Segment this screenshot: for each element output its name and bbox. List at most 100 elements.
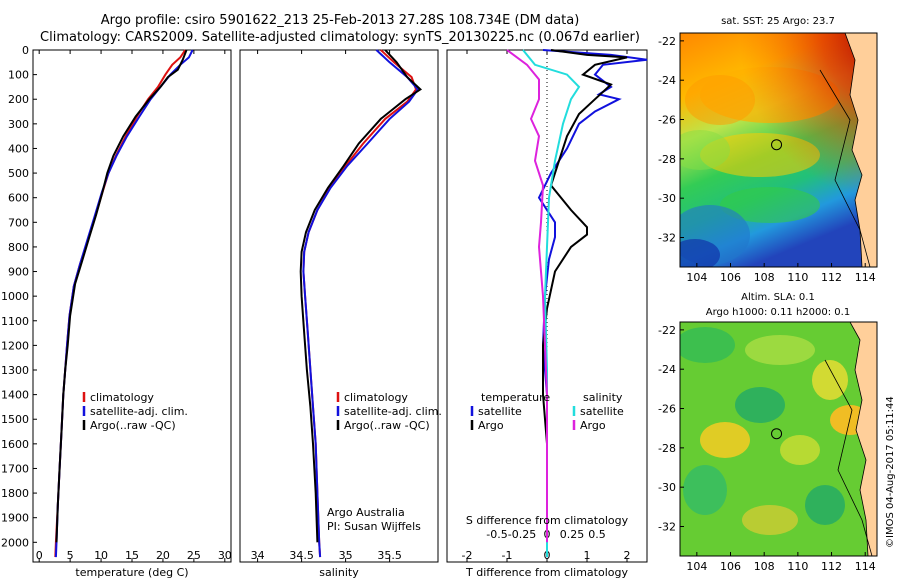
longitude-label: 104 [686, 560, 707, 573]
depth-tick-label: 1200 [1, 339, 29, 352]
depth-axis: 0 100 200 300 400 500 600 700 800 900 1000 1100 1200… [1, 44, 451, 549]
temperature-plot-frame [32, 49, 232, 563]
s-difference-tick-label: -0.25 [508, 528, 536, 541]
sst-map-title: sat. SST: 25 Argo: 23.7 [721, 16, 835, 27]
t-difference-tick-label: 1 [584, 549, 591, 562]
sla-map-axes: 104 106 108 110 112 114 -22 -24 -26 -28 -30 -32 [658, 324, 876, 573]
latitude-label: -24 [658, 74, 676, 87]
depth-tick-label: 400 [8, 142, 29, 155]
depth-tick-label: 1500 [1, 413, 29, 426]
latitude-label: -22 [658, 324, 676, 337]
sst-map-frame [679, 32, 878, 268]
legend-label: satellite-adj. clim. [90, 405, 188, 418]
legend-label: satellite [478, 405, 522, 418]
legend-label: satellite-adj. clim. [344, 405, 442, 418]
s-difference-label: S difference from climatology [466, 514, 629, 527]
longitude-label: 106 [720, 560, 741, 573]
difference-series [506, 49, 648, 558]
legend-label: climatology [344, 391, 408, 404]
depth-tick-label: 900 [8, 266, 29, 279]
temperature-tick-label: 10 [94, 549, 108, 562]
depth-tick-label: 1600 [1, 438, 29, 451]
legend-title-salinity: salinity [583, 391, 623, 404]
legend-label: Argo [478, 419, 504, 432]
depth-tick-label: 700 [8, 216, 29, 229]
imos-credit: ©IMOS 04-Aug-2017 05:11:44 [885, 396, 896, 548]
salinity-argo-line [506, 49, 548, 543]
latitude-label: -24 [658, 363, 676, 376]
sla-map-title-1: Altim. SLA: 0.1 [741, 292, 815, 303]
salinity-x-axis: 34 34.5 35 35.5 [251, 50, 402, 562]
salinity-satellite-line [522, 49, 581, 558]
depth-tick-label: 600 [8, 192, 29, 205]
longitude-label: 114 [855, 271, 876, 284]
longitude-label: 110 [787, 271, 808, 284]
depth-tick-label: 1400 [1, 389, 29, 402]
latitude-label: -32 [658, 521, 676, 534]
legend-label: Argo(..raw -QC) [344, 419, 430, 432]
depth-tick-label: 100 [8, 69, 29, 82]
latitude-label: -22 [658, 35, 676, 48]
temperature-tick-label: 15 [125, 549, 139, 562]
title-line-2: Climatology: CARS2009. Satellite-adjuste… [40, 30, 640, 45]
legend-label: Argo [580, 419, 606, 432]
temperature-tick-label: 20 [156, 549, 170, 562]
title-line-1: Argo profile: csiro 5901622_213 25-Feb-2… [100, 13, 580, 28]
t-difference-label: T difference from climatology [465, 566, 628, 579]
t-difference-tick-label: -2 [462, 549, 473, 562]
latitude-label: -26 [658, 403, 676, 416]
depth-tick-label: 1300 [1, 364, 29, 377]
temperature-tick-label: 30 [218, 549, 232, 562]
sst-field [680, 33, 877, 267]
depth-tick-label: 200 [8, 93, 29, 106]
temperature-tick-label: 0 [36, 549, 43, 562]
depth-tick-label: 500 [8, 167, 29, 180]
salinity-panel: 34 34.5 35 35.5 salinity climatologysatelli… [239, 49, 442, 579]
salinity-tick-label: 35 [339, 549, 353, 562]
latitude-label: -30 [658, 192, 676, 205]
t-difference-tick-label: -1 [502, 549, 513, 562]
temperature-tick-label: 25 [187, 549, 201, 562]
depth-tick-label: 300 [8, 118, 29, 131]
salinity-x-label: salinity [319, 566, 359, 579]
longitude-label: 112 [821, 271, 842, 284]
longitude-label: 108 [754, 271, 775, 284]
depth-tick-label: 1700 [1, 462, 29, 475]
s-difference-tick-label: 0.5 [588, 528, 606, 541]
depth-tick-label: 1100 [1, 315, 29, 328]
longitude-label: 112 [821, 560, 842, 573]
temperature-series [54, 49, 194, 558]
float-location-marker [771, 428, 783, 440]
salinity-series [299, 49, 423, 558]
temperature-panel: 0100200300400500600700800900100011001200… [1, 44, 451, 579]
longitude-label: 108 [754, 560, 775, 573]
s-difference-tick-label: 0.25 [560, 528, 585, 541]
legend-label: climatology [90, 391, 154, 404]
legend-title-temperature: temperature [481, 391, 550, 404]
depth-tick-label: 0 [22, 44, 29, 57]
depth-tick-label: 2000 [1, 536, 29, 549]
float-location-marker [771, 139, 783, 151]
sst-map-axes: 104 106 108 110 112 114 -22 -24 -26 -28 -30 -32 [658, 35, 876, 284]
sla-map-frame [679, 321, 878, 557]
legend-label: Argo(..raw -QC) [90, 419, 176, 432]
latitude-label: -28 [658, 153, 676, 166]
legend-label: satellite [580, 405, 624, 418]
salinity-plot-frame [239, 49, 439, 563]
latitude-label: -26 [658, 114, 676, 127]
temperature-x-axis: 0 5 10 15 20 25 30 [36, 50, 232, 562]
temperature-tick-label: 5 [67, 549, 74, 562]
salinity-tick-label: 35.5 [377, 549, 402, 562]
sst-map-panel: sat. SST: 25 Argo: 23.7 104 106 108 110 112 1… [658, 16, 878, 284]
latitude-label: -30 [658, 481, 676, 494]
t-difference-tick-label: 2 [624, 549, 631, 562]
argo-raw-qc--line [55, 49, 188, 543]
longitude-label: 106 [720, 271, 741, 284]
latitude-label: -28 [658, 442, 676, 455]
sla-map-panel: Altim. SLA: 0.1 Argo h1000: 0.11 h2000: … [658, 292, 878, 573]
